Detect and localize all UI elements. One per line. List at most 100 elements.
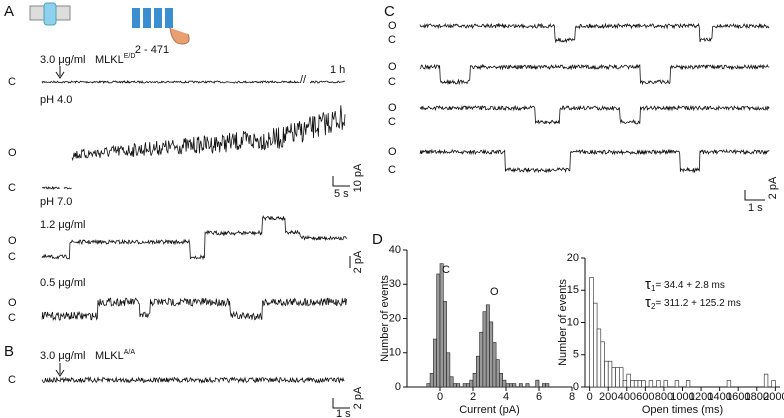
- bar: [600, 341, 605, 388]
- pore-icon: [29, 2, 71, 26]
- current-trace: [419, 104, 770, 125]
- x-tick-label: 6: [536, 391, 542, 403]
- bar: [626, 373, 631, 388]
- bar: [426, 383, 431, 388]
- scale-label: 2 pA: [352, 250, 364, 273]
- bar: [456, 383, 461, 388]
- level-label: O: [388, 20, 397, 32]
- bar: [611, 367, 616, 388]
- bar: [604, 360, 609, 388]
- x-tick-label: 0: [437, 391, 443, 403]
- bar: [656, 380, 661, 388]
- bar: [479, 331, 484, 388]
- bar: [589, 277, 594, 388]
- x-tick-label: 1600: [726, 391, 750, 403]
- bar: [489, 321, 494, 388]
- bar: [518, 383, 523, 388]
- scale-label: 2 pA: [767, 176, 779, 199]
- scale-label: 2 pA: [352, 386, 364, 409]
- bar: [482, 311, 487, 388]
- level-label: O: [388, 102, 397, 114]
- current-trace: [71, 105, 346, 162]
- level-label: C: [8, 76, 16, 88]
- current-trace: [41, 79, 300, 85]
- level-label: C: [8, 251, 16, 263]
- panel-label: A: [4, 3, 14, 20]
- scale-label: 5 s: [334, 188, 349, 200]
- bar: [641, 380, 646, 388]
- bar: [622, 380, 628, 388]
- bar: [492, 342, 497, 388]
- arrow: [55, 66, 65, 79]
- bar: [436, 273, 441, 388]
- bar: [619, 367, 624, 388]
- bar: [499, 372, 503, 388]
- y-tick-label: 30: [389, 278, 401, 290]
- y-tick-label: 10: [389, 347, 401, 359]
- x-tick-label: 1800: [745, 391, 769, 403]
- y-tick-label: 0: [573, 381, 579, 393]
- protein-icon: [132, 8, 190, 45]
- level-label: C: [388, 164, 396, 176]
- bar: [462, 383, 467, 388]
- x-tick-label: 600: [636, 391, 654, 403]
- scale-bar: [332, 176, 350, 187]
- bar: [541, 383, 546, 388]
- x-tick-label: 1400: [707, 391, 731, 403]
- bar: [505, 383, 510, 388]
- tau-part: 1: [651, 284, 656, 293]
- bar: [449, 376, 454, 388]
- tau-part: τ: [645, 276, 651, 293]
- current-trace: [309, 80, 346, 84]
- concentration: 1.2 μg/ml: [40, 219, 85, 231]
- y-tick-label: 15: [567, 284, 579, 296]
- bar: [663, 380, 668, 388]
- panel-label: D: [372, 231, 383, 248]
- level-label: C: [388, 76, 396, 88]
- concentration: 3.0 μg/ml: [40, 54, 85, 66]
- x-tick-label: 200: [599, 391, 617, 403]
- bar: [763, 373, 769, 388]
- tau-part: = 311.2 + 125.2 ms: [655, 298, 740, 309]
- level-label: O: [8, 235, 17, 247]
- level-label: O: [8, 147, 17, 159]
- bar: [502, 379, 507, 388]
- x-tick-label: 400: [618, 391, 636, 403]
- current-trace: [419, 148, 770, 174]
- bar: [771, 380, 776, 388]
- x-tick-label: 1200: [689, 391, 713, 403]
- x-axis-label: Current (pA): [459, 404, 520, 416]
- y-tick-label: 20: [567, 252, 579, 264]
- x-tick-label: 8: [569, 391, 575, 403]
- y-axis-label: Number of events: [379, 275, 391, 362]
- scale-label: 10 pA: [352, 163, 364, 192]
- y-tick-label: 20: [389, 312, 401, 324]
- x-tick-label: 4: [503, 391, 509, 403]
- bar: [726, 380, 732, 388]
- tau-part: = 34.4 + 2.8 ms: [655, 280, 725, 291]
- level-label: C: [8, 374, 16, 386]
- break-mark: //: [300, 74, 307, 86]
- level-label: O: [388, 146, 397, 158]
- bar: [637, 380, 642, 388]
- level-label: C: [8, 312, 16, 324]
- current-trace: [419, 63, 770, 86]
- reagent: MLKLE/D: [95, 53, 135, 66]
- level-label: C: [8, 182, 16, 194]
- bar: [545, 383, 550, 388]
- x-tick-label: 2: [470, 391, 476, 403]
- bar: [446, 352, 451, 388]
- current-trace: [63, 187, 72, 190]
- level-label: O: [388, 61, 397, 73]
- y-tick-label: 0: [395, 381, 401, 393]
- bar: [596, 328, 602, 388]
- x-tick-label: 2000: [763, 391, 784, 403]
- bar: [674, 380, 680, 388]
- y-tick-label: 10: [567, 316, 579, 328]
- bar: [485, 304, 490, 388]
- bar: [630, 380, 635, 388]
- level-label: O: [8, 297, 17, 309]
- x-tick-label: 1000: [670, 391, 694, 403]
- annotation: O: [490, 286, 499, 298]
